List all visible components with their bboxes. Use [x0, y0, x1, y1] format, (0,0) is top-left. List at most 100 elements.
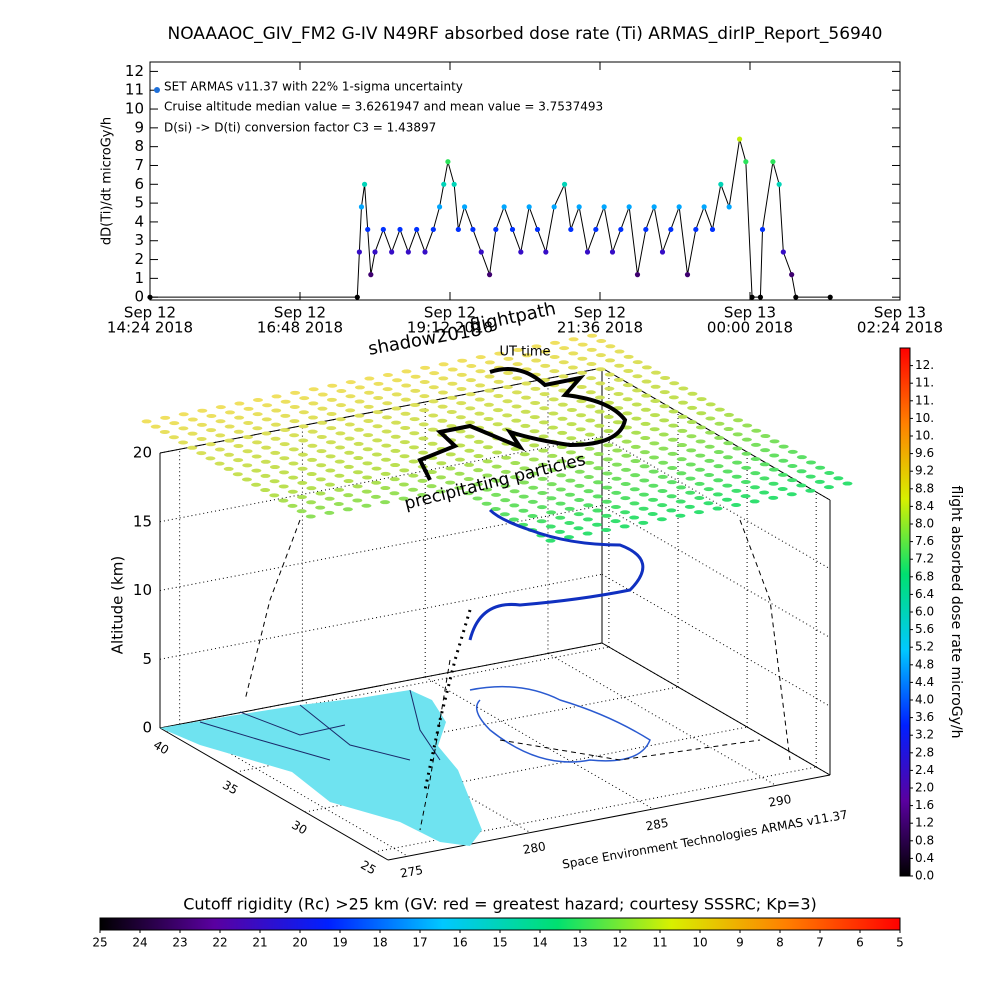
- particle-dot: [417, 493, 428, 498]
- particle-dot: [612, 420, 623, 425]
- particle-dot: [592, 522, 603, 527]
- particle-dot: [731, 488, 742, 493]
- particle-dot: [287, 489, 298, 494]
- particle-dot: [557, 402, 568, 407]
- colorbar-tick-label: 12.: [915, 358, 934, 372]
- particle-dot: [559, 346, 570, 351]
- particle-dot: [567, 365, 578, 370]
- colorbar-tick-label: 10.: [915, 429, 934, 443]
- particle-dot: [215, 419, 226, 424]
- particle-dot: [473, 468, 484, 473]
- colorbar-tick-label: 6.0: [915, 605, 934, 619]
- particle-dot: [307, 457, 318, 462]
- particle-dot: [759, 462, 770, 467]
- data-point: [593, 226, 599, 233]
- particle-dot: [593, 452, 604, 457]
- particle-dot: [668, 423, 679, 428]
- particle-dot: [418, 422, 429, 427]
- particle-dot: [520, 409, 531, 414]
- particle-dot: [417, 478, 428, 483]
- lat-tick-label: 35: [220, 778, 240, 798]
- particle-dot: [603, 429, 614, 434]
- particle-dot: [289, 419, 300, 424]
- particle-dot: [456, 372, 467, 377]
- particle-dot: [445, 466, 456, 471]
- particle-dot: [611, 462, 622, 467]
- particle-dot: [262, 403, 273, 408]
- particle-dot: [658, 446, 669, 451]
- particle-dot: [705, 402, 716, 407]
- particle-dot: [712, 506, 723, 511]
- particle-dot: [305, 514, 316, 519]
- particle-dot: [269, 465, 280, 470]
- particle-dot: [308, 387, 319, 392]
- y-tick-label: 4: [134, 212, 144, 230]
- particle-dot: [696, 411, 707, 416]
- legend-marker: [154, 87, 160, 93]
- particle-dot: [298, 410, 309, 415]
- particle-dot: [695, 439, 706, 444]
- particle-dot: [410, 388, 421, 393]
- colorbar-tick-label: 11: [652, 936, 667, 950]
- particle-dot: [622, 383, 633, 388]
- particle-dot: [437, 390, 448, 395]
- particle-dot: [499, 512, 510, 517]
- particle-dot: [540, 363, 551, 368]
- particle-dot: [168, 435, 179, 440]
- colorbar-tick-label: 18: [372, 936, 387, 950]
- particle-dot: [345, 394, 356, 399]
- particle-dot: [418, 450, 429, 455]
- particle-dot: [252, 426, 263, 431]
- particle-dot: [315, 491, 326, 496]
- particle-dot: [555, 515, 566, 520]
- particle-dot: [564, 520, 575, 525]
- particle-dot: [648, 469, 659, 474]
- particle-dot: [223, 466, 234, 471]
- particle-dot: [605, 344, 616, 349]
- particle-dot: [732, 432, 743, 437]
- map-layer: [160, 367, 791, 846]
- particle-dot: [610, 504, 621, 509]
- particle-dot: [297, 466, 308, 471]
- particle-dot: [361, 503, 372, 508]
- data-point: [461, 204, 468, 210]
- particle-dot: [325, 468, 336, 473]
- particle-dot: [419, 408, 430, 413]
- particle-dot: [362, 475, 373, 480]
- particle-dot: [667, 437, 678, 442]
- x-tick-label: 16:48 2018: [257, 319, 343, 337]
- particle-dot: [686, 420, 697, 425]
- particle-dot: [454, 485, 465, 490]
- particle-dot: [768, 481, 779, 486]
- particle-dot: [575, 455, 586, 460]
- particle-dot: [354, 399, 365, 404]
- data-point: [526, 204, 532, 210]
- particle-dot: [611, 476, 622, 481]
- particle-dot: [298, 424, 309, 429]
- particle-dot: [427, 427, 438, 432]
- particle-dot: [556, 459, 567, 464]
- grid-line: [601, 505, 831, 638]
- particle-dot: [224, 452, 235, 457]
- x-tick-label: 02:24 2018: [857, 319, 943, 337]
- particle-dot: [316, 434, 327, 439]
- data-point: [486, 272, 493, 278]
- flight-track: [468, 508, 645, 641]
- particle-dot: [428, 399, 439, 404]
- particle-dot: [722, 483, 733, 488]
- particle-dot: [602, 471, 613, 476]
- particle-dot: [676, 457, 687, 462]
- grid-line: [159, 573, 603, 660]
- data-point: [618, 226, 624, 233]
- particle-dot: [629, 501, 640, 506]
- particle-dot: [389, 491, 400, 496]
- particle-dot: [390, 434, 401, 439]
- particle-dot: [408, 459, 419, 464]
- particle-dot: [675, 513, 686, 518]
- particle-dot: [630, 459, 641, 464]
- data-point: [561, 181, 568, 187]
- colorbar-tick-label: 10.: [915, 411, 934, 425]
- particle-dot: [362, 461, 373, 466]
- particle-dot: [457, 358, 468, 363]
- particle-dot: [814, 479, 825, 484]
